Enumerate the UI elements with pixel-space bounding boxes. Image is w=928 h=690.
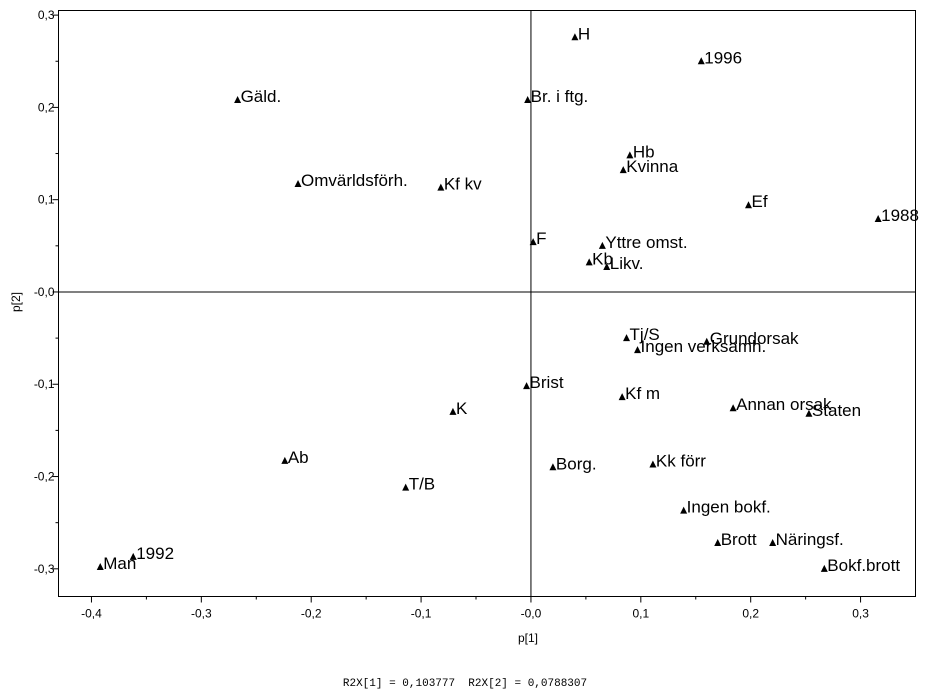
point-marker-triangle: [680, 506, 688, 514]
reference-lines: [58, 10, 916, 597]
point-marker-triangle: [729, 404, 737, 412]
point-marker-triangle: [744, 201, 752, 209]
point-label: Kvinna: [626, 157, 679, 176]
point-marker-triangle: [626, 151, 634, 159]
point-label: Omvärldsförh.: [301, 171, 408, 190]
point-label: 1988: [881, 206, 919, 225]
point-marker-triangle: [523, 382, 531, 390]
y-tick-label: -0,1: [34, 377, 55, 391]
point-marker-triangle: [129, 552, 137, 560]
point-label: Likv.: [610, 254, 644, 273]
point-label: H: [578, 24, 590, 43]
point-label: Yttre omst.: [605, 233, 687, 252]
point-label: Brist: [530, 373, 564, 392]
y-tick-label: 0,2: [38, 100, 55, 114]
point-label: 1992: [136, 544, 174, 563]
point-label: Staten: [812, 401, 861, 420]
point-label: F: [536, 229, 546, 248]
plot-frame: [58, 10, 916, 597]
r2x-footer-text: R2X[1] = 0,103777 R2X[2] = 0,0788307: [343, 678, 587, 690]
point-marker-triangle: [524, 96, 532, 104]
point-marker-triangle: [714, 538, 722, 546]
x-tick-label: 0,2: [742, 607, 759, 621]
y-tick-label: -0,2: [34, 470, 55, 484]
point-label: Grundorsak: [710, 329, 799, 348]
point-label: Kb: [592, 249, 613, 268]
point-marker-triangle: [294, 179, 302, 187]
point-marker-triangle: [96, 562, 104, 570]
x-tick-label: -0,4: [81, 607, 102, 621]
y-tick-label: 0,3: [38, 8, 55, 22]
point-label: Bokf.brott: [827, 556, 900, 575]
x-axis-ticks: -0,4 -0,3 -0,2 -0,1 -0,0 0,1 0,2 0,3: [81, 596, 869, 621]
point-marker-triangle: [571, 33, 579, 41]
point-label: T/B: [409, 475, 435, 494]
y-axis-ticks: 0,3 0,2 0,1 -0,0 -0,1 -0,2 -0,3: [34, 8, 59, 576]
point-marker-triangle: [603, 263, 611, 271]
point-marker-triangle: [619, 166, 627, 174]
point-label: 1996: [704, 48, 742, 67]
point-marker-triangle: [529, 238, 537, 246]
point-marker-triangle: [234, 96, 242, 104]
point-marker-triangle: [805, 409, 813, 417]
y-axis-label: p[2]: [9, 292, 23, 312]
point-marker-triangle: [649, 460, 657, 468]
x-tick-label: -0,0: [521, 607, 542, 621]
x-tick-label: -0,1: [411, 607, 432, 621]
point-marker-triangle: [769, 538, 777, 546]
y-tick-label: -0,0: [34, 285, 55, 299]
point-marker-triangle: [437, 183, 445, 191]
point-label: Kf kv: [444, 175, 482, 194]
x-tick-label: 0,3: [852, 607, 869, 621]
point-marker-triangle: [623, 334, 631, 342]
point-label: Gäld.: [241, 87, 282, 106]
point-marker-triangle: [281, 456, 289, 464]
x-tick-label: -0,2: [301, 607, 322, 621]
x-tick-label: 0,1: [632, 607, 649, 621]
point-label: Br. i ftg.: [531, 87, 589, 106]
x-tick-label: -0,3: [191, 607, 212, 621]
point-marker-triangle: [549, 463, 557, 471]
point-marker-triangle: [449, 407, 457, 415]
point-marker-triangle: [402, 483, 410, 491]
y-tick-label: 0,1: [38, 193, 55, 207]
point-label: Kf m: [625, 384, 660, 403]
point-label: Man: [103, 554, 136, 573]
point-label: Hb: [633, 142, 655, 161]
point-marker-triangle: [697, 57, 705, 65]
point-marker-triangle: [585, 258, 593, 266]
point-label: Ab: [288, 448, 309, 467]
point-label: Ef: [751, 192, 767, 211]
y-tick-label: -0,3: [34, 562, 55, 576]
point-label: Näringsf.: [776, 530, 844, 549]
point-label: Borg.: [556, 454, 597, 473]
point-label: Annan orsak: [736, 395, 832, 414]
point-label: Tj/S: [630, 325, 660, 344]
point-label: K: [456, 399, 468, 418]
point-marker-triangle: [820, 564, 828, 572]
point-label: Ingen bokf.: [687, 498, 771, 517]
point-label: Ingen verksamh.: [641, 337, 767, 356]
x-axis-label: p[1]: [518, 631, 538, 645]
point-label: Brott: [721, 530, 757, 549]
point-marker-triangle: [618, 393, 626, 401]
point-marker-triangle: [598, 241, 606, 249]
point-marker-triangle: [874, 215, 882, 223]
point-label: Kk förr: [656, 452, 706, 471]
point-marker-triangle: [634, 346, 642, 354]
point-marker-triangle: [703, 337, 711, 345]
